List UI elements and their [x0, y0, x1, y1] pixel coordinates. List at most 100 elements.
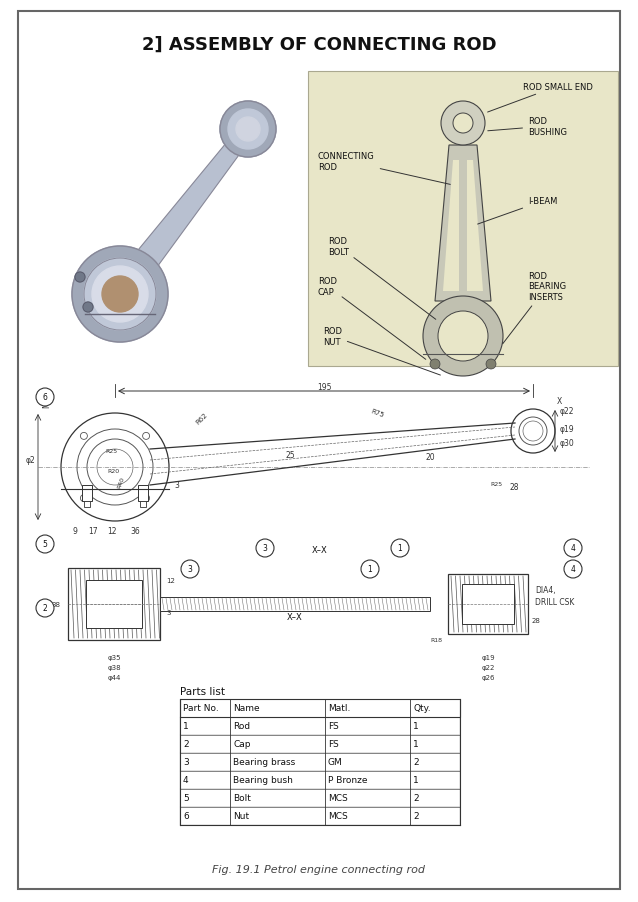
- Text: φ38: φ38: [107, 664, 121, 670]
- Text: 5: 5: [43, 540, 47, 549]
- Text: CONNECTING
ROD: CONNECTING ROD: [318, 152, 450, 185]
- Text: 4: 4: [570, 565, 575, 574]
- Circle shape: [236, 118, 260, 142]
- Text: 12: 12: [166, 577, 175, 584]
- Circle shape: [438, 312, 488, 362]
- Circle shape: [36, 389, 54, 407]
- Text: Qty.: Qty.: [413, 704, 431, 713]
- Text: φ19: φ19: [560, 425, 575, 434]
- Text: 3: 3: [183, 758, 189, 767]
- Bar: [180, 735, 460, 753]
- Circle shape: [80, 495, 87, 502]
- Circle shape: [92, 267, 148, 323]
- Text: MCS: MCS: [328, 812, 348, 821]
- Text: Rod: Rod: [233, 722, 250, 731]
- Circle shape: [143, 495, 150, 502]
- Bar: [138, 485, 148, 502]
- Text: I-BEAM: I-BEAM: [478, 198, 558, 225]
- Text: 20: 20: [425, 453, 435, 462]
- Text: φ22: φ22: [481, 664, 494, 670]
- Bar: [448, 575, 528, 634]
- Text: R25: R25: [490, 482, 502, 486]
- Text: R62: R62: [195, 411, 209, 426]
- Text: 3: 3: [166, 610, 170, 615]
- Text: 1: 1: [367, 565, 373, 574]
- Circle shape: [564, 560, 582, 578]
- Text: 28: 28: [532, 617, 541, 623]
- Text: 12: 12: [107, 527, 117, 536]
- Circle shape: [84, 259, 156, 331]
- Text: 2: 2: [43, 603, 47, 612]
- Circle shape: [83, 303, 93, 313]
- Text: 28: 28: [510, 483, 519, 492]
- Circle shape: [181, 560, 199, 578]
- Circle shape: [361, 560, 379, 578]
- Bar: [160, 597, 430, 612]
- Text: Part No.: Part No.: [183, 704, 219, 713]
- Text: φ35: φ35: [107, 654, 121, 660]
- Text: 4: 4: [183, 776, 189, 785]
- Text: ROD
BOLT: ROD BOLT: [328, 237, 436, 320]
- Text: 2: 2: [413, 758, 419, 767]
- Text: 2] ASSEMBLY OF CONNECTING ROD: 2] ASSEMBLY OF CONNECTING ROD: [142, 36, 496, 54]
- Text: φ26: φ26: [481, 675, 494, 680]
- Text: φ44: φ44: [107, 675, 121, 680]
- Text: Name: Name: [233, 704, 260, 713]
- Text: DIA4,: DIA4,: [535, 585, 556, 594]
- Text: 1: 1: [397, 544, 403, 553]
- Text: 3: 3: [188, 565, 193, 574]
- Text: 1: 1: [413, 722, 419, 731]
- Text: 1: 1: [413, 740, 419, 749]
- Text: 36: 36: [130, 527, 140, 536]
- Text: φ30: φ30: [560, 438, 575, 447]
- Text: Nut: Nut: [233, 812, 249, 821]
- Circle shape: [445, 318, 481, 354]
- Circle shape: [564, 539, 582, 557]
- Text: FS: FS: [328, 740, 339, 749]
- Text: Cap: Cap: [233, 740, 251, 749]
- Circle shape: [61, 413, 169, 521]
- Text: M8: M8: [42, 396, 51, 408]
- Circle shape: [441, 102, 485, 146]
- Bar: [180, 717, 460, 735]
- Bar: [84, 502, 90, 508]
- Text: 4: 4: [570, 544, 575, 553]
- Polygon shape: [109, 125, 255, 303]
- Text: GM: GM: [328, 758, 343, 767]
- Text: MCS: MCS: [328, 794, 348, 803]
- Text: DRILL CSK: DRILL CSK: [535, 597, 574, 606]
- Text: 9: 9: [73, 527, 77, 536]
- Text: φ2: φ2: [25, 456, 35, 465]
- Bar: [180, 771, 460, 789]
- Text: R40: R40: [117, 475, 126, 489]
- Bar: [82, 485, 92, 502]
- Circle shape: [72, 247, 168, 343]
- Bar: [140, 502, 146, 508]
- Bar: [180, 789, 460, 807]
- Bar: [86, 580, 142, 629]
- Text: 6: 6: [43, 393, 47, 402]
- Text: ROD
NUT: ROD NUT: [323, 327, 440, 375]
- Text: ROD
CAP: ROD CAP: [318, 277, 426, 360]
- Text: φ22: φ22: [560, 407, 574, 416]
- Text: R18: R18: [430, 638, 442, 642]
- Text: P Bronze: P Bronze: [328, 776, 367, 785]
- Circle shape: [256, 539, 274, 557]
- Text: Bearing bush: Bearing bush: [233, 776, 293, 785]
- Text: 5: 5: [183, 794, 189, 803]
- Text: ROD
BEARING
INSERTS: ROD BEARING INSERTS: [503, 272, 566, 345]
- Text: X–X: X–X: [312, 546, 328, 555]
- Text: 38: 38: [51, 602, 60, 607]
- Text: 2: 2: [413, 812, 419, 821]
- Bar: [180, 753, 460, 771]
- Text: R25: R25: [105, 448, 117, 454]
- Circle shape: [80, 433, 87, 440]
- Text: 17: 17: [88, 527, 98, 536]
- Text: R75: R75: [370, 409, 385, 419]
- Text: 1: 1: [413, 776, 419, 785]
- Circle shape: [453, 114, 473, 133]
- Text: 195: 195: [316, 383, 331, 392]
- Text: R20: R20: [107, 468, 119, 474]
- Circle shape: [102, 277, 138, 313]
- Bar: [308, 72, 618, 366]
